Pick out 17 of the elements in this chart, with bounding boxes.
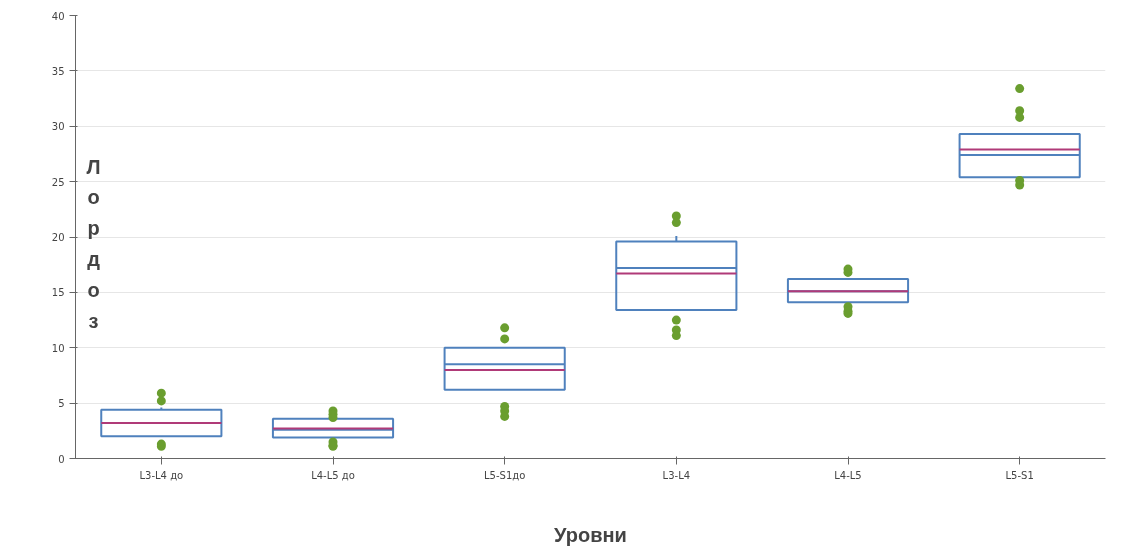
y-tick-label: 5	[58, 398, 65, 410]
x-axis-title: Уровни	[554, 523, 627, 546]
y-tick-label: 25	[51, 176, 65, 188]
x-tick-label: L4-L5 до	[311, 469, 355, 481]
x-tick-label: L3-L4	[662, 469, 691, 481]
y-tick-label: 10	[51, 342, 65, 354]
y-tick-label: 20	[51, 232, 65, 243]
x-tick-label: L5-S1до	[484, 469, 526, 481]
y-tick-label: 35	[51, 65, 65, 77]
y-tick-label: 0	[58, 453, 65, 465]
y-tick-label: 15	[51, 287, 65, 299]
y-axis-title: Лордоз	[86, 155, 101, 332]
y-tick-label: 40	[51, 10, 65, 22]
y-tick-label: 30	[51, 121, 65, 133]
x-tick-label: L3-L4 до	[139, 469, 184, 481]
x-tick-label: L4-L5	[834, 469, 862, 481]
x-tick-label: L5-S1	[1005, 469, 1034, 481]
